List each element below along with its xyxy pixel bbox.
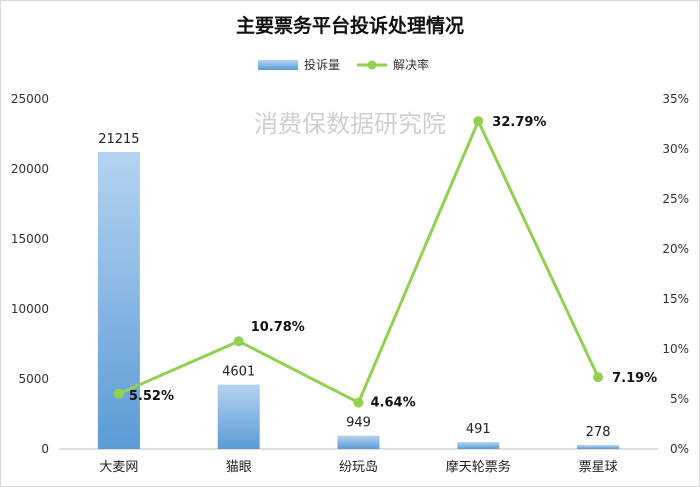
- y-right-tick-label: 20%: [662, 242, 689, 256]
- bar: [97, 151, 140, 450]
- y-right-tick-label: 15%: [662, 292, 689, 306]
- bar-value-label: 21215: [98, 132, 139, 147]
- line-value-label: 5.52%: [129, 389, 174, 404]
- x-tick-label: 猫眼: [226, 460, 252, 475]
- line-point: [233, 336, 244, 347]
- bar: [577, 445, 620, 449]
- bars-layer: 21215 4601 949 491 278: [97, 132, 620, 450]
- x-tick-label: 纷玩岛: [339, 459, 378, 475]
- watermark: 消费保数据研究院: [254, 110, 446, 138]
- line-value-label: 7.19%: [612, 371, 657, 386]
- line-point: [593, 372, 604, 383]
- bar-value-label: 949: [346, 416, 371, 431]
- y-left-tick-label: 0: [41, 442, 49, 456]
- series-line: [118, 119, 600, 405]
- line-layer: 5.52% 10.78% 4.64% 32.79% 7.19%: [113, 115, 657, 411]
- x-tick-label: 票星球: [579, 460, 618, 475]
- line-value-label: 4.64%: [371, 396, 416, 411]
- legend-swatch-bar: [258, 60, 298, 70]
- legend-marker: [367, 60, 377, 70]
- y-left-tick-label: 10000: [11, 302, 49, 316]
- chart-title: 主要票务平台投诉处理情况: [236, 14, 464, 37]
- y-right-tick-label: 25%: [662, 192, 689, 206]
- line-value-label: 32.79%: [492, 115, 546, 130]
- x-tick-label: 大麦网: [99, 460, 138, 475]
- y-right-tick-label: 10%: [662, 342, 689, 356]
- line-point: [113, 388, 124, 399]
- legend-label-line: 解决率: [393, 57, 429, 72]
- legend-label-bar: 投诉量: [304, 57, 340, 72]
- bar: [337, 435, 380, 449]
- bar-value-label: 491: [466, 422, 491, 437]
- x-tick-label: 摩天轮票务: [446, 459, 511, 475]
- bar: [457, 442, 500, 449]
- bar-value-label: 278: [586, 425, 611, 440]
- y-left-tick-label: 20000: [11, 162, 49, 176]
- y-right-tick-label: 30%: [662, 142, 689, 156]
- legend: 投诉量 解决率: [258, 57, 429, 72]
- y-right-tick-label: 5%: [670, 392, 689, 406]
- y-right-tick-label: 0%: [670, 442, 689, 456]
- line-value-label: 10.78%: [251, 320, 305, 335]
- y-right-tick-label: 35%: [662, 92, 689, 106]
- line-point: [473, 116, 484, 127]
- y-left-tick-label: 25000: [11, 92, 49, 106]
- line-point: [353, 397, 364, 408]
- bar-value-label: 4601: [222, 365, 255, 380]
- y-left-tick-label: 5000: [18, 372, 49, 386]
- axes-layer: 0 5000 10000 15000 20000 25000 0% 5% 10% 15% 20% 25…: [11, 92, 689, 475]
- y-left-tick-label: 15000: [11, 232, 49, 246]
- bar: [217, 384, 260, 449]
